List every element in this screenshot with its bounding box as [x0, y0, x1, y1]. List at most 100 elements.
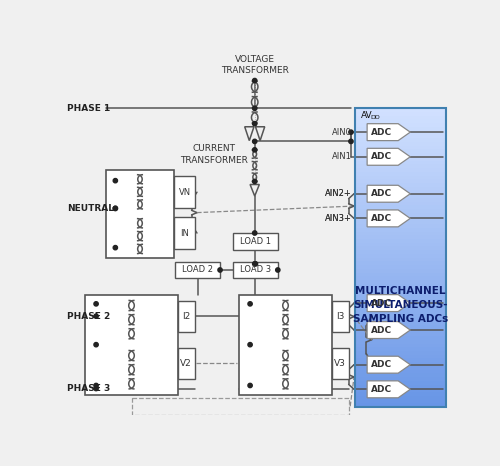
Bar	[355, 191, 446, 195]
Bar	[355, 224, 446, 228]
Bar	[174, 176, 196, 208]
Bar	[355, 179, 446, 183]
Bar	[355, 134, 446, 138]
Bar	[176, 261, 220, 279]
Bar	[355, 187, 446, 191]
Bar	[355, 217, 446, 221]
Bar	[355, 232, 446, 236]
Circle shape	[248, 384, 252, 388]
Bar	[355, 276, 446, 281]
Bar	[233, 261, 278, 279]
Bar	[355, 254, 446, 258]
Bar	[355, 351, 446, 355]
Bar	[355, 202, 446, 206]
Circle shape	[252, 179, 257, 184]
Circle shape	[252, 106, 257, 110]
Bar	[355, 280, 446, 284]
Bar	[355, 116, 446, 120]
Bar	[355, 145, 446, 150]
Bar	[355, 209, 446, 213]
Text: AIN3+: AIN3+	[325, 214, 351, 223]
Bar	[355, 172, 446, 176]
Bar	[355, 306, 446, 310]
Text: AV: AV	[361, 111, 372, 120]
Bar	[355, 355, 446, 359]
Text: LOAD 3: LOAD 3	[240, 266, 271, 274]
Bar	[355, 157, 446, 161]
Circle shape	[349, 139, 353, 144]
Bar	[355, 299, 446, 303]
Text: ADC: ADC	[371, 360, 392, 369]
Bar	[355, 168, 446, 172]
Text: ADC: ADC	[371, 214, 392, 223]
Text: PHASE 1: PHASE 1	[67, 104, 110, 113]
Bar	[355, 403, 446, 407]
Text: VOLTAGE
TRANSFORMER: VOLTAGE TRANSFORMER	[221, 55, 288, 75]
Bar	[355, 321, 446, 325]
Bar	[178, 348, 194, 378]
Bar	[355, 213, 446, 217]
Text: LOAD 1: LOAD 1	[240, 237, 271, 246]
Bar	[355, 108, 446, 112]
Circle shape	[113, 206, 117, 211]
Bar	[332, 348, 348, 378]
Text: AIN2+: AIN2+	[325, 189, 351, 198]
Bar	[355, 384, 446, 389]
Polygon shape	[367, 322, 410, 338]
Circle shape	[248, 343, 252, 347]
Text: ADC: ADC	[371, 189, 392, 198]
Bar	[355, 220, 446, 225]
Bar	[355, 325, 446, 329]
Bar	[355, 250, 446, 254]
Circle shape	[94, 302, 98, 306]
Text: AIN3+: AIN3+	[325, 214, 351, 223]
Text: I2: I2	[182, 312, 190, 321]
Text: V3: V3	[334, 359, 346, 368]
Bar	[233, 233, 278, 250]
Text: ADC: ADC	[371, 299, 392, 308]
Polygon shape	[367, 210, 410, 227]
Bar	[355, 314, 446, 318]
Bar	[355, 362, 446, 366]
Bar	[355, 343, 446, 348]
Circle shape	[254, 262, 258, 266]
Bar	[355, 206, 446, 210]
Bar	[355, 243, 446, 247]
Bar	[240, 295, 332, 395]
Circle shape	[94, 314, 98, 318]
Text: AIN1: AIN1	[332, 152, 351, 161]
Polygon shape	[367, 381, 410, 398]
Bar	[355, 396, 446, 400]
Bar	[355, 373, 446, 377]
Bar	[355, 317, 446, 322]
Text: VN: VN	[178, 188, 190, 197]
Bar	[355, 183, 446, 187]
Bar	[355, 235, 446, 240]
Circle shape	[252, 139, 257, 144]
Bar	[355, 392, 446, 396]
Bar	[355, 247, 446, 251]
Bar	[355, 295, 446, 299]
Polygon shape	[367, 123, 410, 141]
Circle shape	[252, 122, 257, 126]
Bar	[132, 398, 348, 415]
Circle shape	[113, 178, 117, 183]
Bar	[174, 217, 196, 249]
Bar	[355, 336, 446, 340]
Bar	[355, 153, 446, 157]
Text: DD: DD	[370, 115, 380, 120]
Bar	[355, 194, 446, 199]
Bar	[355, 284, 446, 288]
Circle shape	[349, 130, 353, 134]
Bar	[355, 302, 446, 307]
Text: V2: V2	[180, 359, 192, 368]
Polygon shape	[367, 356, 410, 373]
Bar	[355, 258, 446, 262]
Bar	[355, 138, 446, 142]
Bar	[355, 239, 446, 243]
Circle shape	[248, 302, 252, 306]
Text: I3: I3	[336, 312, 344, 321]
Circle shape	[113, 246, 117, 250]
Bar	[355, 161, 446, 164]
Circle shape	[94, 384, 98, 388]
